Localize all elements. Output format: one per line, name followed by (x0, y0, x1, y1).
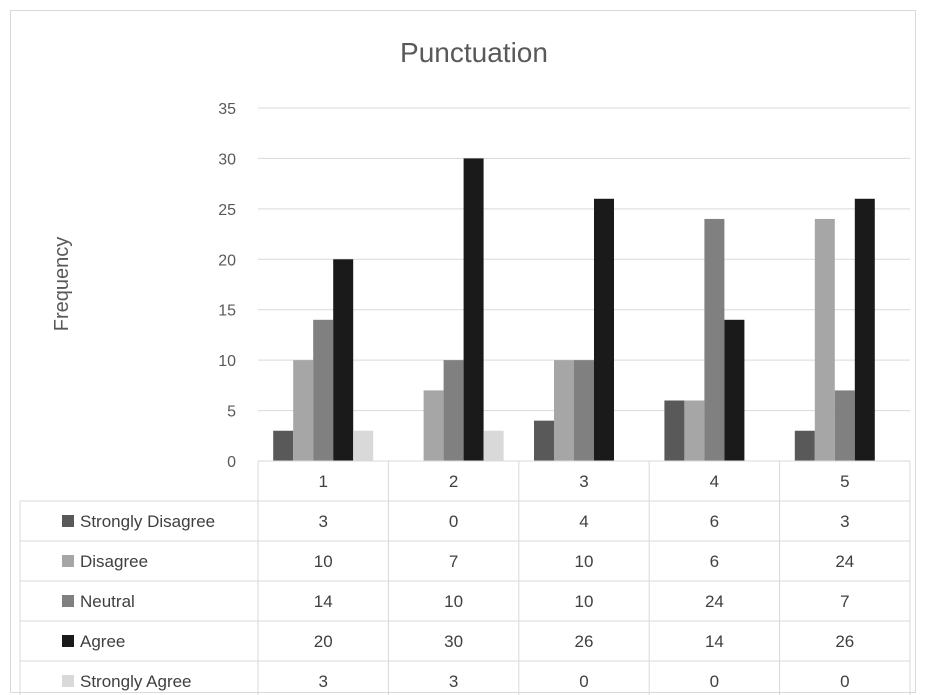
x-tick-label: 4 (710, 472, 719, 491)
bar (664, 400, 685, 461)
bar (854, 198, 875, 461)
legend-swatch (62, 635, 74, 647)
data-label: 0 (449, 512, 458, 531)
data-label: 7 (449, 552, 458, 571)
gridlines (258, 107, 910, 412)
data-label: 4 (579, 512, 588, 531)
bar (704, 218, 725, 461)
bar (443, 360, 464, 461)
legend-swatch (62, 675, 74, 687)
legend-swatch (62, 595, 74, 607)
x-tick-label: 5 (840, 472, 849, 491)
chart-title: Punctuation (400, 37, 548, 68)
bar (333, 259, 354, 461)
data-label: 24 (835, 552, 854, 571)
y-tick-label: 25 (218, 202, 236, 219)
data-label: 3 (449, 672, 458, 691)
bar (834, 390, 855, 461)
data-label: 0 (840, 672, 849, 691)
bar (534, 420, 554, 461)
y-axis-ticks: 0 5 10 15 20 25 30 35 (218, 101, 236, 471)
legend-label: Strongly Disagree (80, 512, 215, 531)
data-label: 0 (579, 672, 588, 691)
bar (724, 319, 745, 461)
chart-frame (10, 10, 916, 693)
data-label: 3 (318, 512, 327, 531)
y-tick-label: 15 (218, 303, 236, 320)
data-label: 10 (444, 592, 463, 611)
data-label: 10 (575, 592, 594, 611)
y-tick-label: 5 (227, 404, 236, 421)
bar (313, 319, 334, 461)
bar (574, 360, 594, 461)
bar (814, 218, 835, 461)
legend-label: Disagree (80, 552, 148, 571)
data-label: 10 (575, 552, 594, 571)
data-label: 26 (575, 632, 594, 651)
data-label: 30 (444, 632, 463, 651)
legend-label: Strongly Agree (80, 672, 192, 691)
bar (423, 390, 444, 461)
data-label: 0 (710, 672, 719, 691)
data-label: 24 (705, 592, 724, 611)
bar (554, 360, 574, 461)
legend-label: Agree (80, 632, 125, 651)
bar (293, 360, 314, 461)
bar (483, 430, 504, 461)
bar (594, 198, 614, 461)
bar (684, 400, 705, 461)
y-tick-label: 20 (218, 252, 236, 269)
data-label: 6 (710, 552, 719, 571)
y-tick-label: 10 (218, 353, 236, 370)
data-label: 6 (710, 512, 719, 531)
bar (794, 430, 815, 461)
legend-swatch (62, 555, 74, 567)
data-label: 14 (314, 592, 333, 611)
x-tick-label: 3 (579, 472, 588, 491)
legend-label: Neutral (80, 592, 135, 611)
data-label: 20 (314, 632, 333, 651)
y-axis-label: Frequency (51, 237, 73, 332)
data-label: 26 (835, 632, 854, 651)
x-tick-label: 2 (449, 472, 458, 491)
data-label: 3 (318, 672, 327, 691)
data-label: 7 (840, 592, 849, 611)
x-tick-label: 1 (318, 472, 327, 491)
y-tick-label: 0 (227, 454, 236, 471)
bars (273, 158, 875, 461)
legend-swatch (62, 515, 74, 527)
data-label: 10 (314, 552, 333, 571)
y-tick-label: 35 (218, 101, 236, 118)
bar (463, 158, 484, 461)
data-label: 3 (840, 512, 849, 531)
bar (353, 430, 374, 461)
data-label: 14 (705, 632, 724, 651)
bar (273, 430, 294, 461)
y-tick-label: 30 (218, 151, 236, 168)
